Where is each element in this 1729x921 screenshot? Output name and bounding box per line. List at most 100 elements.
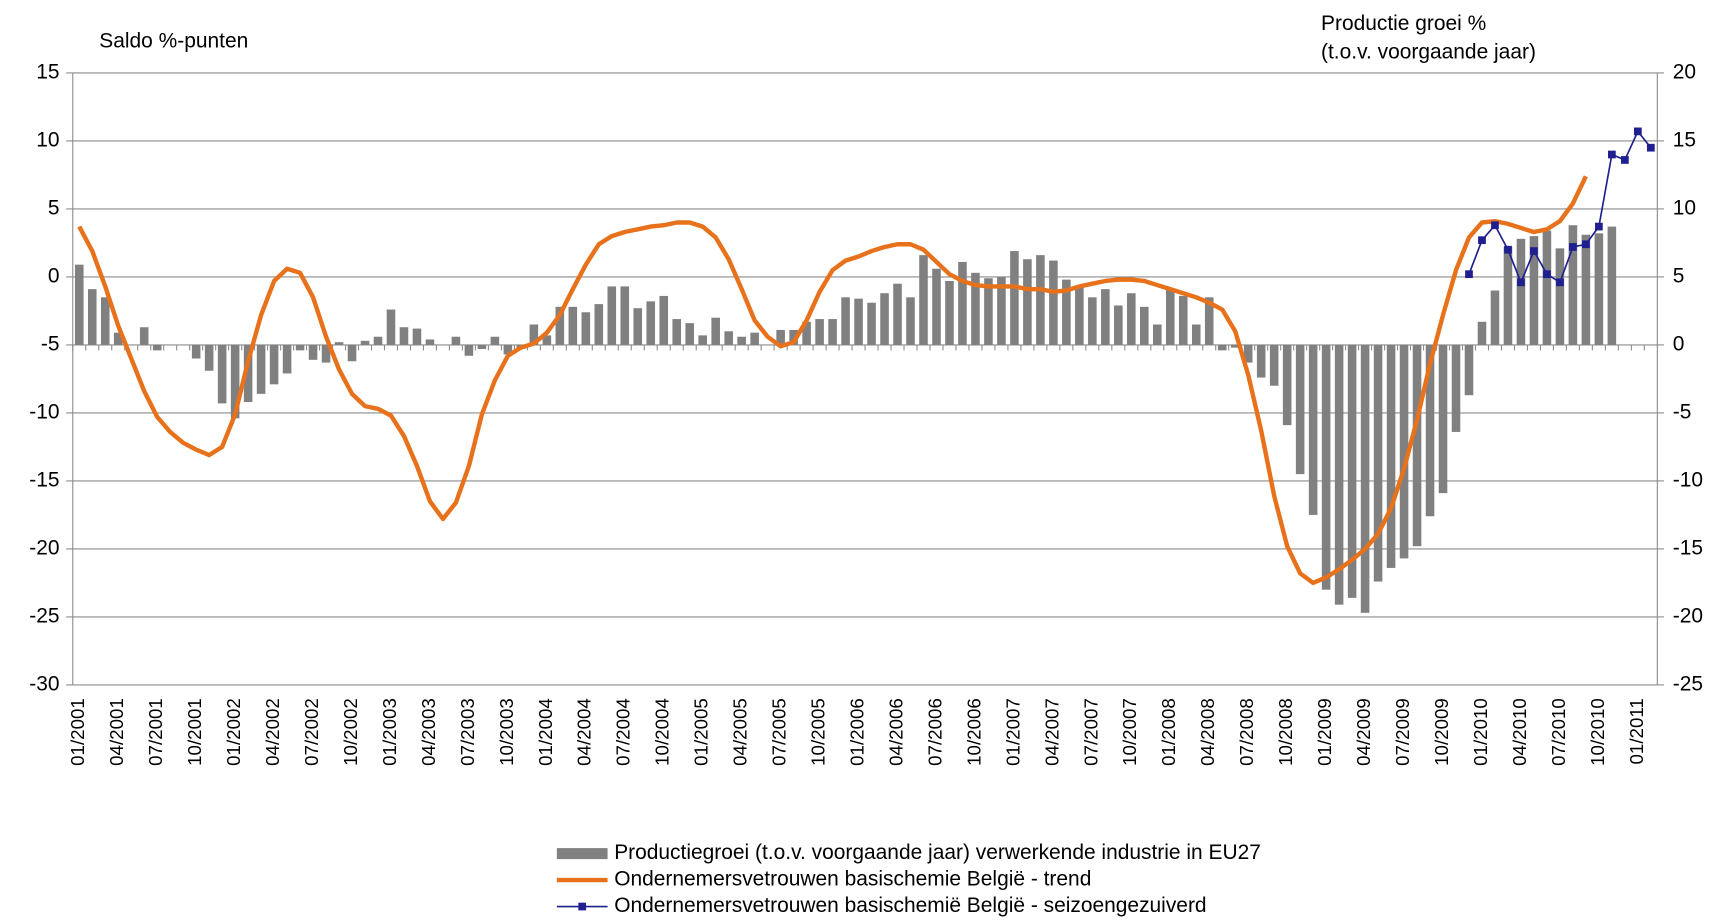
y2-tick-label: -5 (1673, 400, 1692, 423)
x-tick-label: 07/2006 (924, 698, 945, 766)
x-tick-label: 01/2005 (691, 698, 712, 766)
bar (295, 344, 305, 351)
bar (425, 339, 435, 345)
bar (1438, 344, 1448, 494)
bar (1308, 344, 1318, 515)
bar (256, 344, 266, 394)
line-marker (1517, 278, 1525, 287)
bar (659, 295, 669, 345)
bar (1191, 324, 1201, 345)
x-tick-label: 10/2003 (496, 698, 517, 766)
bar (373, 336, 383, 345)
y2-tick-label: 5 (1673, 264, 1685, 287)
line-marker (1633, 127, 1642, 136)
x-tick-label: 07/2009 (1392, 698, 1413, 766)
bar (958, 261, 967, 345)
bar (1152, 324, 1162, 345)
y-tick-label: 5 (48, 196, 60, 219)
bar (984, 278, 993, 345)
bar (1295, 344, 1305, 475)
line (77, 175, 1588, 586)
bar (87, 289, 97, 345)
bar (1217, 344, 1227, 351)
bar (776, 329, 785, 345)
x-tick-label: 04/2009 (1353, 698, 1374, 766)
x-tick-label: 07/2004 (613, 698, 634, 766)
y2-axis-title: Productie groei % (1321, 12, 1486, 35)
bar (802, 321, 811, 345)
bar (1451, 344, 1461, 432)
bar (386, 309, 396, 345)
bar (1062, 279, 1071, 345)
bar (360, 340, 370, 345)
legend-label: Ondernemersvetrouwen basischemie België … (614, 868, 1091, 891)
bar (1243, 344, 1253, 363)
bar (477, 344, 487, 349)
bar (204, 344, 214, 371)
x-tick-label: 10/2008 (1275, 698, 1296, 766)
bar (1581, 234, 1591, 345)
legend-label: Productiegroei (t.o.v. voorgaande jaar) … (614, 841, 1261, 864)
line-marker (1608, 150, 1616, 159)
bar (1178, 295, 1188, 345)
bar (620, 286, 630, 345)
y2-tick-label: -15 (1673, 536, 1703, 559)
line-marker (1595, 222, 1603, 231)
bar (1594, 233, 1604, 345)
bar (1503, 246, 1513, 345)
bar (594, 304, 604, 345)
bar (217, 344, 227, 404)
bar (789, 329, 798, 345)
y-tick-label: -5 (41, 332, 60, 355)
bar (139, 327, 149, 345)
y2-tick-label: -20 (1673, 604, 1703, 627)
bar (1425, 344, 1435, 517)
bar (399, 327, 409, 345)
bar (503, 344, 513, 355)
x-tick-label: 01/2001 (67, 698, 88, 766)
bar (74, 264, 84, 345)
bar (243, 344, 253, 403)
bar (1023, 259, 1032, 345)
bar (1542, 230, 1552, 345)
y2-axis-title: (t.o.v. voorgaande jaar) (1321, 41, 1536, 64)
bar (100, 297, 110, 345)
x-tick-label: 07/2001 (145, 698, 166, 766)
x-tick-label: 01/2006 (847, 698, 868, 766)
legend-swatch (578, 902, 587, 911)
bar (1321, 344, 1331, 590)
bar (1516, 238, 1526, 345)
bar (113, 332, 123, 345)
bar (1464, 344, 1474, 396)
x-tick-label: 01/2010 (1470, 698, 1491, 766)
bar (737, 336, 746, 345)
line-marker (1491, 221, 1499, 230)
bar (1114, 305, 1123, 345)
bar (672, 319, 682, 345)
line-marker (1556, 278, 1564, 287)
legend-label: Ondernemersvetrouwen basischemië België … (614, 894, 1206, 917)
bar (945, 280, 954, 345)
x-tick-label: 01/2003 (379, 698, 400, 766)
x-tick-label: 07/2003 (457, 698, 478, 766)
bar (854, 298, 863, 345)
bar (1140, 306, 1149, 345)
bar (1101, 289, 1110, 345)
x-tick-label: 04/2001 (106, 698, 127, 766)
bar (1347, 344, 1357, 598)
bar (568, 306, 578, 345)
bar (867, 302, 876, 345)
bar (152, 344, 162, 351)
x-tick-label: 07/2002 (301, 698, 322, 766)
bar (906, 297, 915, 345)
bar (1088, 297, 1097, 345)
bar (1607, 226, 1617, 345)
y2-tick-label: 20 (1673, 60, 1696, 83)
bar (1269, 344, 1279, 386)
x-tick-label: 01/2008 (1158, 698, 1179, 766)
y2-tick-label: 15 (1673, 128, 1696, 151)
line-marker (1582, 240, 1590, 249)
bar (1386, 344, 1396, 568)
bar (750, 332, 759, 345)
